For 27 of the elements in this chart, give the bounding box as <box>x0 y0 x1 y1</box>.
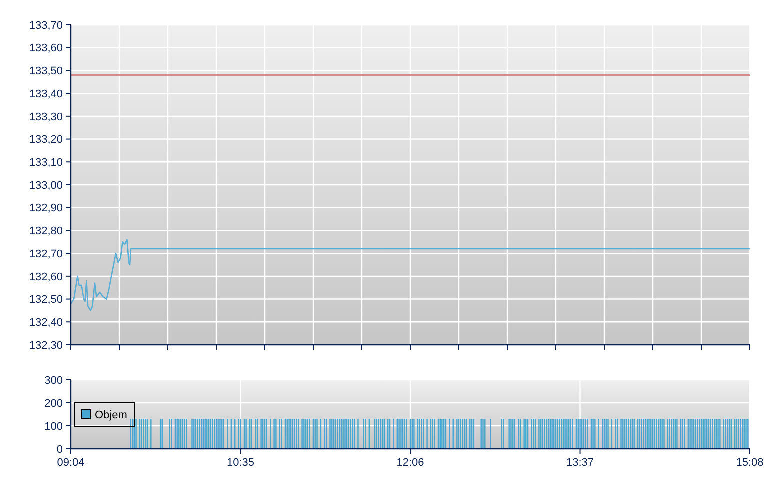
y-tick-label: 132,90 <box>29 202 63 215</box>
y-tick-label: 133,00 <box>29 180 63 192</box>
line-series <box>70 239 751 312</box>
y-tick-label: 133,50 <box>29 66 63 78</box>
y-tick-label: 100 <box>44 420 63 433</box>
x-tick-label: 13:37 <box>566 457 594 469</box>
y-tick-label: 132,70 <box>29 248 63 260</box>
y-tick-label: 132,30 <box>29 340 63 352</box>
series-label: Objem <box>95 409 128 422</box>
x-tick-label: 15:08 <box>736 457 764 469</box>
y-tick-label: 132,80 <box>29 226 63 238</box>
y-tick-label: 133,30 <box>29 111 63 124</box>
y-tick-label: 132,50 <box>29 294 63 306</box>
y-tick-label: 300 <box>44 374 63 387</box>
y-tick-label: 200 <box>44 398 63 410</box>
x-tick-label: 10:35 <box>226 457 255 469</box>
x-tick-label: 12:06 <box>396 457 424 469</box>
y-tick-label: 133,40 <box>29 88 63 100</box>
x-tick-label: 09:04 <box>57 457 85 469</box>
y-tick-label: 133,10 <box>29 156 63 169</box>
y-tick-label: 132,60 <box>29 271 63 284</box>
y-tick-label: 133,70 <box>29 20 63 32</box>
legend: Objem <box>74 402 136 427</box>
y-tick-label: 132,40 <box>29 316 63 329</box>
y-tick-label: 133,60 <box>29 42 63 55</box>
y-tick-label: 133,20 <box>29 134 63 146</box>
y-tick-label: 0 <box>56 444 63 456</box>
